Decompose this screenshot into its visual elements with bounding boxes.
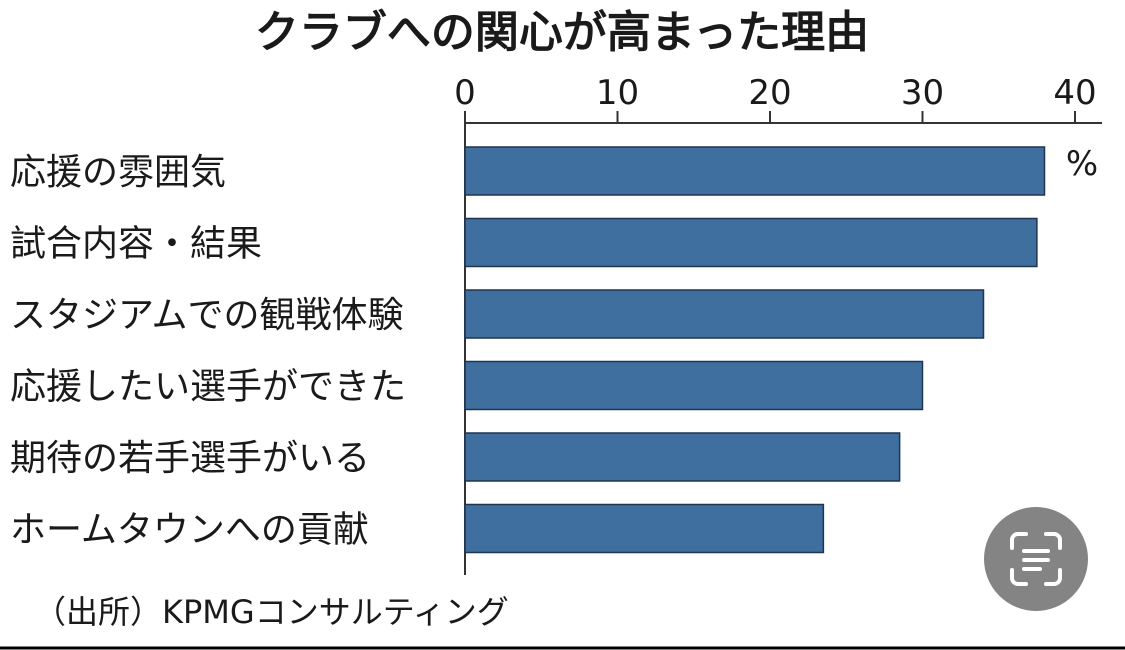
category-label: 試合内容・結果: [10, 224, 262, 265]
x-tick-label: 10: [596, 73, 639, 113]
x-tick-label: 20: [748, 73, 791, 113]
bar: [464, 217, 1038, 268]
unit-label: %: [1066, 144, 1098, 184]
bar: [464, 289, 985, 339]
lens-button[interactable]: [984, 507, 1088, 611]
x-tick-label: 30: [901, 73, 944, 113]
source-note: （出所）KPMGコンサルティング: [34, 593, 509, 631]
x-tick-label: 40: [1053, 73, 1096, 113]
scan-text-icon: [1010, 532, 1062, 586]
chart-title: クラブへの関心が高まった理由: [255, 7, 869, 58]
bar: [464, 360, 924, 411]
category-label: 応援したい選手ができた: [10, 367, 406, 408]
x-axis: 0 10 20 30 40: [454, 73, 1102, 575]
bar: [464, 432, 901, 482]
x-tick-label: 0: [454, 73, 476, 113]
bar: [464, 146, 1046, 196]
bars: [464, 146, 1046, 554]
category-labels: 応援の雰囲気試合内容・結果スタジアムでの観戦体験応援したい選手ができた期待の若手…: [10, 152, 406, 551]
category-label: 応援の雰囲気: [10, 152, 226, 193]
category-label: スタジアムでの観戦体験: [10, 295, 403, 336]
category-label: 期待の若手選手がいる: [10, 438, 370, 479]
bar: [464, 503, 825, 554]
category-label: ホームタウンへの貢献: [10, 510, 369, 551]
